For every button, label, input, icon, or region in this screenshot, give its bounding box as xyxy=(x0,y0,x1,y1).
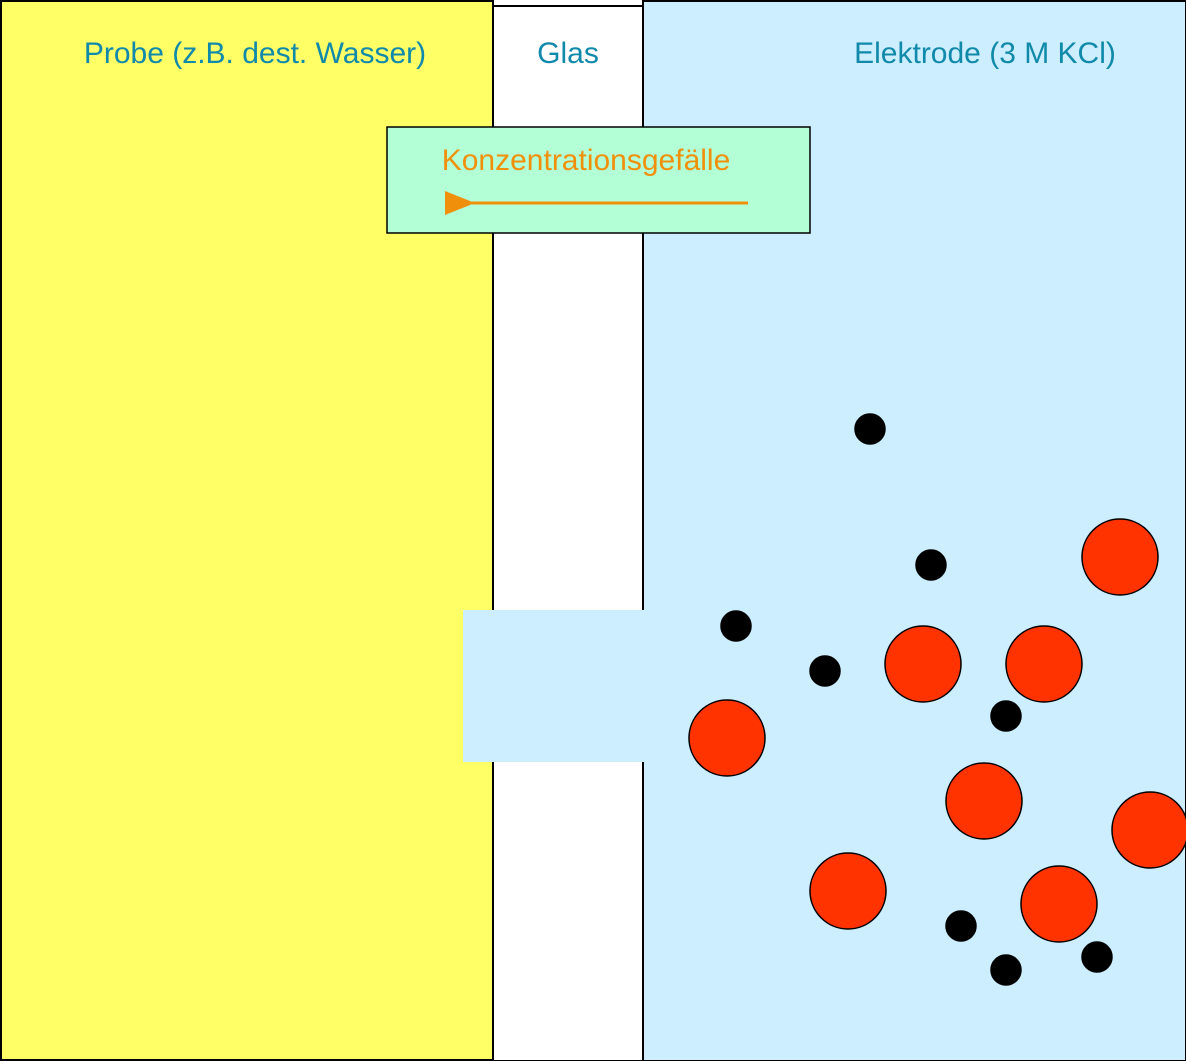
anion xyxy=(915,549,947,581)
cation xyxy=(945,762,1023,840)
electrode-label: Elektrode (3 M KCl) xyxy=(854,37,1116,70)
cation xyxy=(884,625,962,703)
glass-pore xyxy=(463,610,645,762)
anion xyxy=(1081,941,1113,973)
cation xyxy=(1081,518,1159,596)
glass-label: Glas xyxy=(537,37,599,70)
anion xyxy=(990,700,1022,732)
anion xyxy=(945,910,977,942)
cation xyxy=(1111,791,1186,869)
sample-label: Probe (z.B. dest. Wasser) xyxy=(84,37,426,70)
anion xyxy=(854,413,886,445)
cation xyxy=(1005,625,1083,703)
anion xyxy=(990,954,1022,986)
gradient-label: Konzentrationsgefälle xyxy=(442,144,731,177)
cation xyxy=(688,699,766,777)
cation xyxy=(1020,865,1098,943)
anion xyxy=(720,610,752,642)
gradient-box xyxy=(386,126,811,234)
anion xyxy=(809,655,841,687)
ions xyxy=(688,413,1186,986)
cation xyxy=(809,852,887,930)
